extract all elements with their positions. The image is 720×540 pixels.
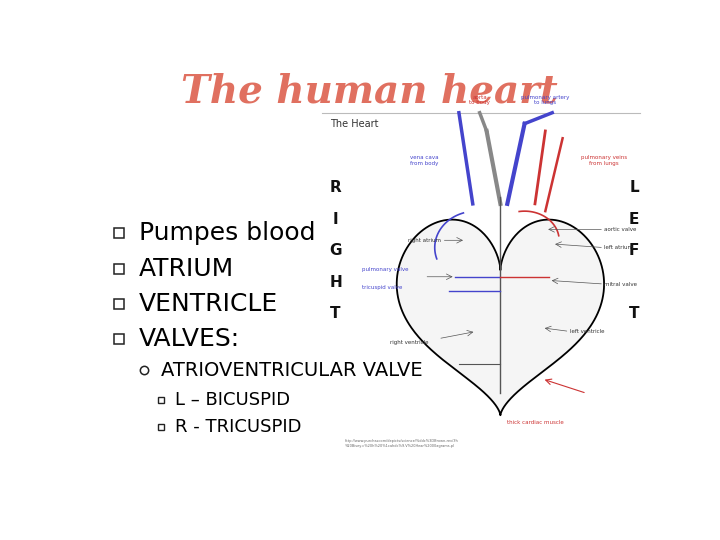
Text: VENTRICLE: VENTRICLE <box>139 292 279 316</box>
Text: left atrium: left atrium <box>604 245 633 250</box>
Text: thick cardiac muscle: thick cardiac muscle <box>507 420 563 425</box>
Text: E: E <box>629 212 639 227</box>
Text: tricuspid valve: tricuspid valve <box>362 285 402 290</box>
Text: aortic valve: aortic valve <box>604 227 636 232</box>
Text: Pumpes blood: Pumpes blood <box>139 221 315 245</box>
Text: R - TRICUSPID: R - TRICUSPID <box>176 417 302 436</box>
Text: pulmonary veins
from lungs: pulmonary veins from lungs <box>581 154 627 165</box>
Text: T: T <box>330 306 341 321</box>
Text: L: L <box>629 180 639 195</box>
Text: ATRIOVENTRICULAR VALVE: ATRIOVENTRICULAR VALVE <box>161 361 423 380</box>
Text: H: H <box>329 275 342 289</box>
Text: left ventricle: left ventricle <box>570 329 604 334</box>
Text: pulmonary artery
to lungs: pulmonary artery to lungs <box>521 94 570 105</box>
Text: right atrium: right atrium <box>408 238 441 243</box>
Text: The Heart: The Heart <box>330 119 379 129</box>
Polygon shape <box>397 220 604 415</box>
Text: T: T <box>629 306 639 321</box>
Text: F: F <box>629 243 639 258</box>
Text: VALVES:: VALVES: <box>139 327 240 351</box>
Text: pulmonary valve: pulmonary valve <box>362 267 409 272</box>
Text: aorta
to body: aorta to body <box>469 94 490 105</box>
Text: ATRIUM: ATRIUM <box>139 256 234 281</box>
Text: The human heart: The human heart <box>181 73 557 111</box>
Text: R: R <box>330 180 341 195</box>
Text: http://www.purchascom/depicts/science/%ddc%3DBrown-rev/3h
%20Bisey=%20h%20%1cahd: http://www.purchascom/depicts/science/%d… <box>345 440 459 448</box>
Text: mitral valve: mitral valve <box>604 281 637 287</box>
Text: vena cava
from body: vena cava from body <box>410 154 438 165</box>
Text: I: I <box>333 212 338 227</box>
Text: G: G <box>329 243 342 258</box>
Text: L – BICUSPID: L – BICUSPID <box>176 390 290 409</box>
Text: right ventricle: right ventricle <box>390 340 428 345</box>
